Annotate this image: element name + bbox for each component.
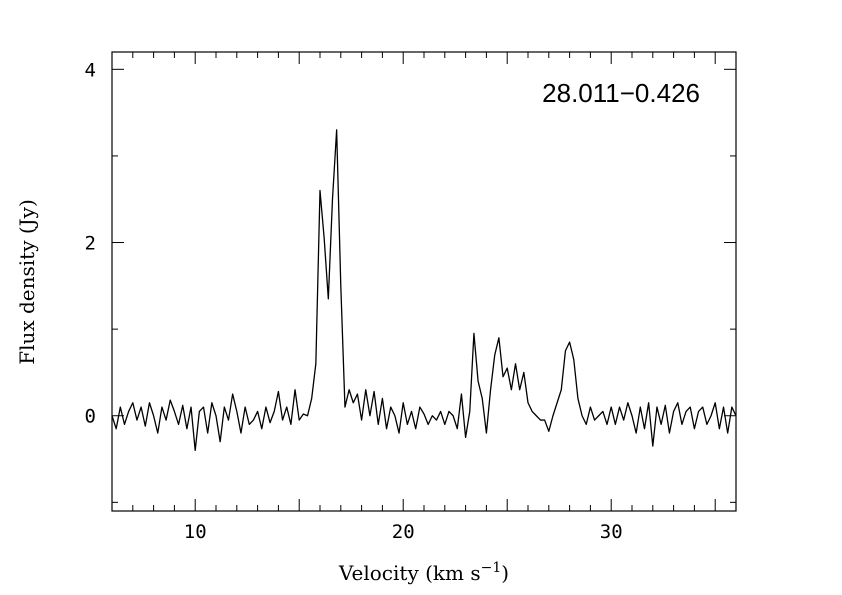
plot-frame bbox=[111, 51, 737, 512]
y-tick-label: 2 bbox=[85, 233, 96, 255]
x-tick-label: 20 bbox=[392, 521, 415, 543]
x-tick-label: 10 bbox=[184, 521, 207, 543]
source-annotation: 28.011−0.426 bbox=[542, 78, 700, 108]
tick-labels: 10 20 30 0 2 4 bbox=[85, 59, 623, 543]
y-tick-label: 0 bbox=[85, 406, 96, 428]
axis-ticks bbox=[111, 52, 737, 511]
x-tick-label: 30 bbox=[600, 521, 623, 543]
y-tick-label: 4 bbox=[85, 59, 96, 81]
x-axis-label: Velocity (km s−1) bbox=[338, 560, 509, 585]
series-line bbox=[111, 129, 737, 452]
y-axis-label: Flux density (Jy) bbox=[15, 199, 39, 365]
